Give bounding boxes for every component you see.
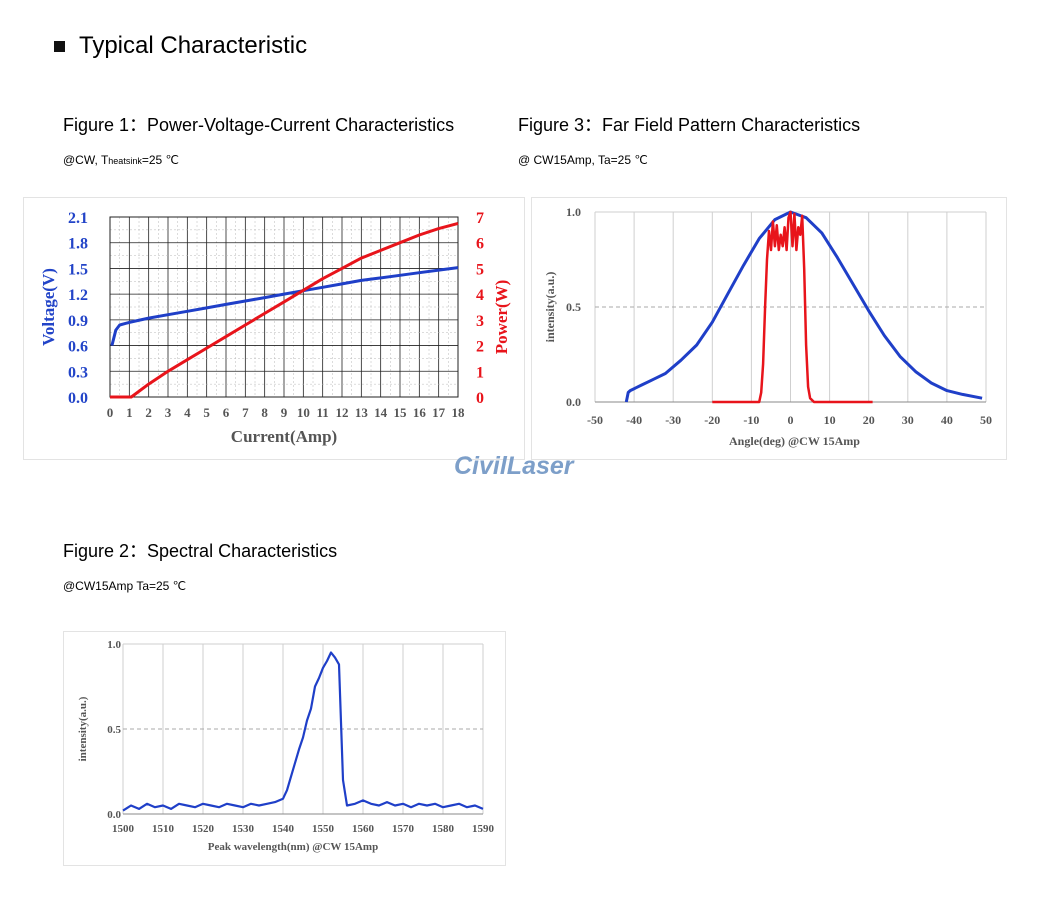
x-tick-label: 18 bbox=[452, 405, 466, 420]
x-tick-label: 11 bbox=[317, 405, 329, 420]
power-series-line bbox=[110, 221, 459, 399]
x-tick-label: -50 bbox=[587, 413, 603, 427]
y-tick-label: 1.8 bbox=[68, 236, 88, 253]
figure-1-condition-sub: heatsink bbox=[108, 156, 142, 166]
y-axis-label: intensity(a.u.) bbox=[77, 696, 89, 761]
figure-1-condition-prefix: @CW, T bbox=[63, 153, 109, 167]
x-tick-label: 6 bbox=[223, 405, 230, 420]
y-tick-label: 1.0 bbox=[566, 205, 581, 219]
x-tick-label: 10 bbox=[824, 413, 836, 427]
x-tick-label: 7 bbox=[242, 405, 249, 420]
x-tick-label: 14 bbox=[374, 405, 388, 420]
farfield-chart: -50 -40 -30 -20 -10 0 10 20 30 40 50 0.0 0.5 1.0 Angle… bbox=[543, 205, 992, 448]
section-title-text: Typical Characteristic bbox=[79, 32, 308, 59]
x-axis-label: Current(Amp) bbox=[231, 427, 337, 446]
y2-tick-label: 0 bbox=[476, 390, 484, 407]
piv-chart-panel: 0 1 2 3 4 5 6 7 8 9 10 11 12 13 14 15 16 17 18 0.0 0.3 0.6 0.9… bbox=[23, 197, 525, 460]
y-tick-label: 2.1 bbox=[68, 210, 88, 227]
x-tick-label: 16 bbox=[413, 405, 427, 420]
figure-1-condition: @CW, Theatsink=25 ℃ bbox=[63, 153, 179, 167]
x-tick-label: 50 bbox=[980, 413, 992, 427]
y-tick-label: 1.5 bbox=[68, 261, 88, 278]
x-tick-label: 1590 bbox=[472, 823, 495, 835]
y-tick-label: 0.0 bbox=[68, 390, 88, 407]
figure-3-title: Figure 3：Far Field Pattern Characteristi… bbox=[518, 115, 861, 135]
x-tick-label: 1510 bbox=[152, 823, 175, 835]
spectrum-chart: 1500 1510 1520 1530 1540 1550 1560 1570 1580 1590… bbox=[77, 639, 495, 853]
x-tick-label: 1 bbox=[126, 405, 133, 420]
y-tick-label: 1.2 bbox=[68, 287, 88, 304]
x-tick-label: 3 bbox=[165, 405, 172, 420]
x-tick-label: 5 bbox=[203, 405, 210, 420]
x-tick-label: 0 bbox=[788, 413, 794, 427]
x-tick-label: 1520 bbox=[192, 823, 215, 835]
y2-tick-label: 1 bbox=[476, 364, 484, 381]
farfield-chart-panel: -50 -40 -30 -20 -10 0 10 20 30 40 50 0.0 0.5 1.0 Angle… bbox=[531, 197, 1007, 460]
x-tick-label: 1540 bbox=[272, 823, 295, 835]
x-tick-label: 1500 bbox=[112, 823, 135, 835]
x-axis-label: Peak wavelength(nm) @CW 15Amp bbox=[208, 841, 378, 853]
x-tick-label: 1570 bbox=[392, 823, 415, 835]
spectrum-series-line bbox=[122, 651, 484, 812]
y-tick-label: 0.0 bbox=[566, 395, 581, 409]
x-tick-label: 40 bbox=[941, 413, 953, 427]
y-tick-label: 0.5 bbox=[107, 724, 121, 736]
x-axis-label: Angle(deg) @CW 15Amp bbox=[729, 434, 860, 448]
x-tick-label: 10 bbox=[297, 405, 310, 420]
y-tick-label: 0.6 bbox=[68, 339, 88, 356]
x-tick-label: 1580 bbox=[432, 823, 455, 835]
y2-tick-label: 4 bbox=[476, 287, 484, 304]
fast-axis-series-line bbox=[712, 210, 873, 404]
figure-3-condition: @ CW15Amp, Ta=25 ℃ bbox=[518, 153, 648, 167]
x-tick-label: 13 bbox=[355, 405, 369, 420]
x-tick-label: 30 bbox=[902, 413, 914, 427]
figure-2-title: Figure 2：Spectral Characteristics bbox=[63, 541, 338, 561]
x-tick-label: 2 bbox=[145, 405, 152, 420]
y-tick-label: 0.0 bbox=[107, 809, 121, 821]
y-axis-label: intensity(a.u.) bbox=[543, 272, 557, 343]
plot-frame bbox=[109, 216, 459, 398]
x-tick-label: 0 bbox=[107, 405, 114, 420]
x-tick-label: 4 bbox=[184, 405, 191, 420]
figure-1-condition-suffix: =25 ℃ bbox=[141, 153, 179, 167]
x-tick-label: -10 bbox=[743, 413, 759, 427]
figure-2-condition: @CW15Amp Ta=25 ℃ bbox=[63, 579, 187, 593]
x-tick-label: 12 bbox=[336, 405, 349, 420]
square-bullet-icon bbox=[54, 40, 65, 52]
y2-tick-label: 5 bbox=[476, 261, 484, 278]
y2-axis-label: Power(W) bbox=[492, 280, 511, 355]
x-tick-label: 9 bbox=[281, 405, 288, 420]
x-tick-label: 1560 bbox=[352, 823, 375, 835]
piv-chart: 0 1 2 3 4 5 6 7 8 9 10 11 12 13 14 15 16 17 180.00.30.60.9… bbox=[39, 210, 511, 446]
x-tick-label: 1550 bbox=[312, 823, 335, 835]
y-tick-label: 0.9 bbox=[68, 313, 88, 330]
y-tick-label: 0.5 bbox=[566, 300, 581, 314]
y2-tick-label: 7 bbox=[476, 210, 484, 227]
x-tick-label: 15 bbox=[394, 405, 408, 420]
x-tick-label: -20 bbox=[704, 413, 720, 427]
spectrum-chart-panel: 1500 1510 1520 1530 1540 1550 1560 1570 1580 1590… bbox=[63, 631, 506, 866]
y2-tick-label: 2 bbox=[476, 339, 484, 356]
watermark-logo: CivilLaser bbox=[454, 452, 574, 480]
y2-tick-label: 3 bbox=[476, 313, 484, 330]
figure-1-title: Figure 1：Power-Voltage-Current Character… bbox=[63, 115, 455, 135]
x-tick-label: 20 bbox=[863, 413, 875, 427]
x-tick-label: 8 bbox=[261, 405, 268, 420]
y-tick-label: 0.3 bbox=[68, 364, 88, 381]
x-tick-label: -40 bbox=[626, 413, 642, 427]
voltage-series-line bbox=[110, 266, 459, 346]
section-title: Typical Characteristic bbox=[54, 32, 307, 60]
x-tick-label: 1530 bbox=[232, 823, 255, 835]
y2-tick-label: 6 bbox=[476, 236, 484, 253]
x-tick-label: -30 bbox=[665, 413, 681, 427]
slow-axis-series-line bbox=[624, 210, 983, 403]
y-tick-label: 1.0 bbox=[107, 639, 121, 651]
x-tick-label: 17 bbox=[432, 405, 446, 420]
y-axis-label: Voltage(V) bbox=[39, 268, 58, 346]
